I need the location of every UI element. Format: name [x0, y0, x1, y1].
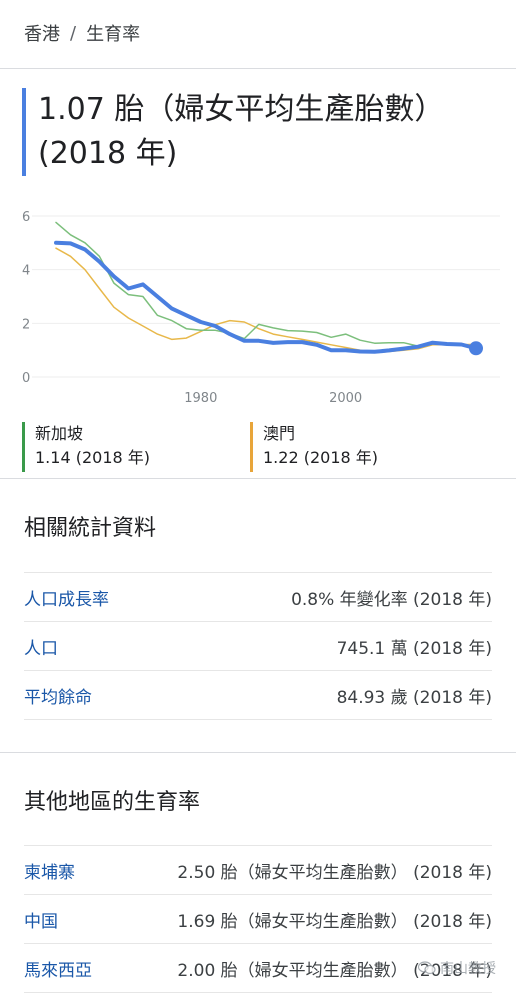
y-tick-label: 2 — [22, 317, 30, 332]
series-line-hongkong — [54, 240, 478, 354]
table-row[interactable]: 柬埔寨 2.50 胎（婦女平均生產胎數） (2018 年) — [24, 845, 492, 895]
row-label-link[interactable]: 平均餘命 — [24, 687, 92, 708]
row-label-link[interactable]: 中国 — [24, 911, 58, 932]
legend-name: 新加坡 — [35, 424, 84, 443]
y-tick-label: 6 — [22, 210, 30, 225]
legend-value: 1.14 (2018 年) — [35, 448, 151, 467]
table-row[interactable]: 平均餘命 84.93 歲 (2018 年) — [24, 671, 492, 720]
y-tick-label: 4 — [22, 264, 30, 279]
legend-value: 1.22 (2018 年) — [263, 448, 379, 467]
last-point-marker — [469, 341, 483, 356]
legend-name: 澳門 — [263, 424, 296, 443]
series-line-macau — [55, 247, 477, 354]
related-stats-table: 人口成長率 0.8% 年變化率 (2018 年) 人口 745.1 萬 (201… — [24, 572, 492, 720]
table-row[interactable]: 馬來西亞 2.00 胎（婦女平均生產胎數） (2018 年) — [24, 944, 492, 993]
legend-singapore[interactable]: 新加坡 1.14 (2018 年) — [22, 422, 150, 472]
row-value: 0.8% 年變化率 (2018 年) — [291, 589, 492, 610]
row-value: 2.00 胎（婦女平均生產胎數） (2018 年) — [177, 960, 492, 981]
series-line-singapore — [55, 221, 477, 348]
row-value: 1.69 胎（婦女平均生產胎數） (2018 年) — [177, 911, 492, 932]
table-row[interactable]: 中国 1.69 胎（婦女平均生產胎數） (2018 年) — [24, 895, 492, 944]
breadcrumb: 香港 / 生育率 — [24, 20, 140, 46]
divider — [0, 752, 516, 753]
table-row[interactable]: 人口 745.1 萬 (2018 年) — [24, 622, 492, 671]
divider — [0, 68, 516, 69]
headline-year: (2018 年) — [38, 136, 178, 171]
wechat-icon — [418, 961, 436, 975]
row-label-link[interactable]: 人口 — [24, 638, 58, 659]
headline-value: 1.07 胎（婦女平均生產胎數） — [38, 92, 445, 127]
row-label-link[interactable]: 柬埔寨 — [24, 862, 75, 883]
breadcrumb-separator: / — [70, 22, 77, 44]
x-tick-label: 2000 — [329, 391, 362, 406]
breadcrumb-topic: 生育率 — [86, 24, 141, 45]
row-value: 2.50 胎（婦女平均生產胎數） (2018 年) — [177, 862, 492, 883]
headline-block: 1.07 胎（婦女平均生產胎數） (2018 年) — [22, 88, 508, 176]
divider — [0, 478, 516, 479]
watermark-text: 南山教授 — [440, 961, 496, 977]
row-label-link[interactable]: 人口成長率 — [24, 589, 109, 610]
x-tick-label: 1980 — [184, 391, 217, 406]
row-value: 745.1 萬 (2018 年) — [336, 638, 492, 659]
other-regions-table: 柬埔寨 2.50 胎（婦女平均生產胎數） (2018 年) 中国 1.69 胎（… — [24, 845, 492, 993]
other-regions-title: 其他地區的生育率 — [24, 790, 201, 815]
related-stats-title: 相關統計資料 — [24, 516, 157, 541]
legend-macau[interactable]: 澳門 1.22 (2018 年) — [250, 422, 378, 472]
fertility-chart[interactable]: 0 2 4 6 1980 2000 — [0, 200, 516, 410]
breadcrumb-location[interactable]: 香港 — [24, 24, 60, 45]
row-label-link[interactable]: 馬來西亞 — [24, 960, 92, 981]
row-value: 84.93 歲 (2018 年) — [336, 687, 492, 708]
table-row[interactable]: 人口成長率 0.8% 年變化率 (2018 年) — [24, 572, 492, 622]
y-tick-label: 0 — [22, 371, 30, 386]
watermark: 南山教授 — [418, 958, 496, 978]
